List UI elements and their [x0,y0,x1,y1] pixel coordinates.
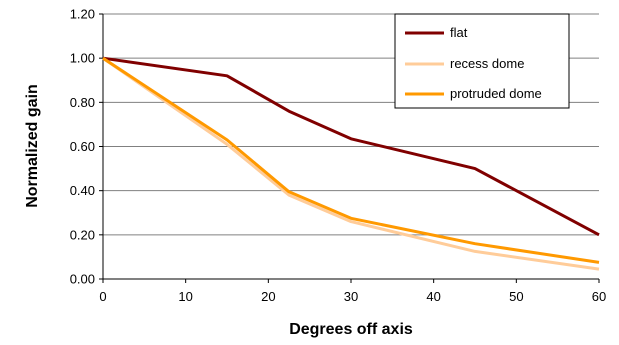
y-tick-label: 0.00 [70,272,95,287]
legend-label-recess-dome: recess dome [450,56,524,71]
y-axis-title: Normalized gain [24,84,41,208]
y-tick-label: 1.20 [70,7,95,22]
legend-box [394,13,570,109]
x-tick-label: 60 [592,289,606,304]
x-tick-label: 40 [426,289,440,304]
y-tick-label: 1.00 [70,51,95,66]
series-line-protruded-dome [102,56,600,264]
legend: flat recess dome protruded dome [394,13,570,109]
gridlines [103,13,599,236]
x-tick-label: 50 [509,289,523,304]
legend-label-protruded-dome: protruded dome [450,86,542,101]
x-tick-label: 0 [99,289,106,304]
series-line-flat [102,56,600,237]
series-line-recess-dome [102,56,600,271]
x-tick-label: 10 [178,289,192,304]
series-lines [102,56,600,271]
legend-label-flat: flat [450,25,468,40]
x-axis-title: Degrees off axis [289,321,413,338]
y-tick-labels: 0.00 0.20 0.40 0.60 0.80 1.00 1.20 [70,7,103,287]
y-tick-label: 0.40 [70,183,95,198]
y-tick-label: 0.20 [70,227,95,242]
y-tick-label: 0.80 [70,95,95,110]
x-tick-label: 20 [261,289,275,304]
y-tick-label: 0.60 [70,139,95,154]
x-tick-label: 30 [344,289,358,304]
x-tick-labels: 0 10 20 30 40 50 60 [99,279,606,304]
